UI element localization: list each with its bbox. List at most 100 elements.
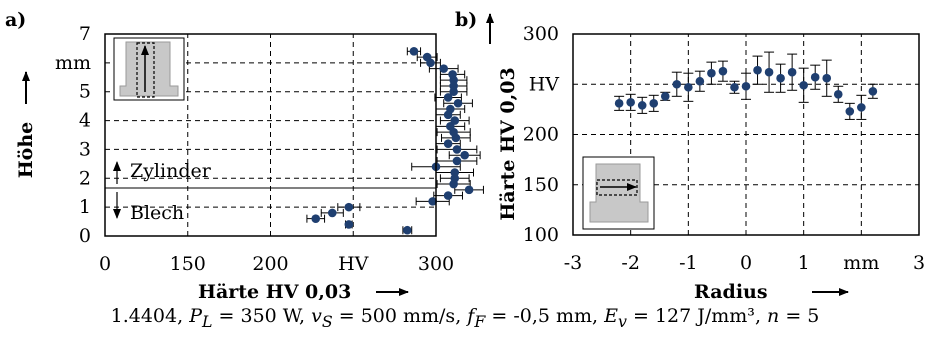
caption-e-symbol: E — [604, 305, 618, 327]
panel-b-data-point — [776, 73, 785, 83]
panel-b-data-point — [753, 65, 762, 75]
panel-b-y-tick-label: 150 — [523, 174, 559, 196]
figure-caption: 1.4404, PL = 350 W, vS = 500 mm/s, fF = … — [110, 305, 820, 331]
panel-a-x-tick-label: HV — [338, 253, 369, 275]
panel-a-data-point — [443, 191, 453, 200]
panel-a-y-tick-label: 0 — [79, 225, 91, 247]
panel-b-x-tick-label: mm — [843, 252, 879, 274]
panel-a-y-tick-label: 4 — [79, 110, 91, 132]
panel-b-data-point — [707, 68, 716, 78]
panel-a-data-point — [439, 64, 449, 73]
panel-a-data-point — [311, 214, 321, 223]
panel-b-y-tick-label: 100 — [523, 224, 559, 246]
caption-e-value: 127 J/mm³ — [654, 305, 755, 327]
panel-b-x-tick-label: -2 — [621, 252, 640, 274]
panel-b-x-tick-label: -1 — [679, 252, 698, 274]
panel-b-data-point — [649, 99, 659, 108]
panel-b-data-point — [822, 73, 832, 83]
panel-a-y-tick-label: 7 — [79, 23, 91, 45]
panel-b-data-point — [637, 101, 647, 110]
panel-a-data-point — [446, 104, 455, 114]
caption-n-value: 5 — [807, 305, 820, 327]
panel-b-data-point — [695, 76, 705, 86]
panel-b-data-point — [857, 103, 866, 112]
panel-a-data-point — [443, 93, 453, 102]
panel-b-tag: b) — [455, 9, 477, 31]
panel-a-data-point — [452, 156, 462, 166]
caption-f-value: -0,5 mm — [513, 305, 593, 327]
panel-b-data-point — [845, 107, 855, 116]
panel-a-data-point — [452, 145, 462, 154]
panel-b-data-point — [868, 86, 878, 96]
panel-a-data-point — [422, 52, 432, 62]
panel-b-y-tick-label: HV — [529, 73, 560, 95]
panel-a-data-point — [409, 47, 419, 56]
caption-material: 1.4404 — [110, 305, 178, 327]
panel-a-x-tick-label: 200 — [252, 253, 288, 275]
panel-a-tag: a) — [5, 9, 26, 31]
caption-f-subscript: F — [474, 311, 486, 331]
panel-b-x-tick-label: 0 — [740, 252, 752, 274]
panel-b-data-point — [660, 92, 670, 101]
zone-lower-label: Blech — [130, 202, 184, 224]
panel-b-x-axis-title: Radius — [694, 281, 768, 300]
panel-a-data-point — [428, 197, 437, 206]
panel-b: b) Härte HV 0,03 -3 -2 -1 0 1 mm 3 100 150 200 HV 3… — [455, 9, 925, 300]
figure: a) Höhe 0 150 200 HV 300 0 1 2 3 4 5 mm 7 Zylinder B… — [5, 9, 925, 300]
panel-b-data-point — [764, 67, 774, 77]
caption-p-subscript: L — [201, 311, 213, 331]
panel-b-y-tick-label: 300 — [523, 23, 559, 45]
panel-a-data-point — [460, 150, 469, 160]
panel-b-y-axis-title: Härte HV 0,03 — [497, 67, 519, 220]
panel-a-x-tick-label: 0 — [99, 253, 111, 275]
panel-a-data-point — [453, 98, 463, 108]
caption-p-value: 350 W — [240, 305, 300, 327]
panel-a-x-axis-title: Härte HV 0,03 — [198, 281, 351, 300]
panel-b-data-point — [614, 99, 624, 108]
panel-a-error-bars — [306, 47, 484, 235]
panel-b-points — [614, 65, 878, 116]
panel-a-y-tick-label: mm — [55, 52, 91, 74]
zone-upper-label: Zylinder — [130, 160, 212, 182]
panel-a-inset-icon — [113, 37, 185, 101]
panel-b-inset-icon — [582, 156, 655, 230]
panel-a-frame — [104, 33, 437, 237]
panel-a-data-point — [403, 225, 412, 235]
panel-a-data-point — [464, 185, 474, 195]
panel-b-x-tick-label: 1 — [798, 252, 810, 274]
panel-b-data-point — [741, 81, 751, 91]
panel-a-tick-labels: 0 150 200 HV 300 0 1 2 3 4 5 mm 7 — [55, 23, 454, 275]
panel-a-x-tick-label: 300 — [418, 253, 454, 275]
panel-a-y-tick-label: 5 — [79, 81, 91, 103]
panel-b-y-tick-label: 200 — [523, 124, 559, 146]
panel-a-data-point — [443, 139, 453, 148]
panel-a-data-point — [450, 168, 460, 177]
panel-b-frame — [572, 33, 920, 236]
caption-n-symbol: n — [767, 305, 780, 327]
caption-f-symbol: f — [467, 305, 475, 327]
panel-b-data-point — [684, 82, 693, 92]
caption-e-subscript: v — [618, 311, 627, 331]
panel-b-data-point — [730, 82, 739, 92]
caption-v-value: 500 mm/s — [360, 305, 456, 327]
panel-b-data-point — [626, 98, 635, 107]
panel-b-data-point — [810, 72, 820, 82]
panel-b-x-tick-label: -3 — [564, 252, 583, 274]
panel-a-y-tick-label: 3 — [79, 138, 91, 160]
panel-a-y-axis-title: Höhe — [15, 122, 37, 179]
panel-a-y-tick-label: 2 — [79, 167, 91, 189]
panel-b-data-point — [672, 79, 682, 89]
panel-a-x-tick-label: 150 — [170, 253, 206, 275]
panel-a-y-tick-label: 1 — [79, 196, 91, 218]
caption-v-subscript: S — [321, 311, 333, 331]
panel-a-data-point — [344, 220, 354, 229]
caption-p-symbol: P — [189, 305, 202, 327]
panel-a: a) Höhe 0 150 200 HV 300 0 1 2 3 4 5 mm 7 Zylinder B… — [5, 9, 484, 300]
panel-a-data-point — [450, 116, 460, 125]
panel-b-tick-labels: -3 -2 -1 0 1 mm 3 100 150 200 HV 300 — [523, 23, 925, 274]
panel-b-x-tick-label: 3 — [913, 252, 925, 274]
caption-v-symbol: v — [311, 305, 322, 327]
panel-a-data-point — [448, 70, 457, 79]
panel-a-data-point — [344, 202, 354, 212]
panel-b-data-point — [833, 90, 843, 99]
